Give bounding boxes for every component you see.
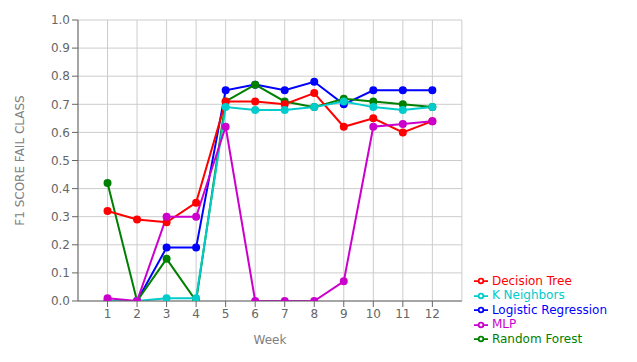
html-text:Logistic Regression: Logistic Regression — [491, 302, 607, 317]
svg-text:3: 3 — [163, 307, 171, 321]
svg-text:11: 11 — [395, 307, 410, 321]
svg-text:8: 8 — [310, 307, 318, 321]
svg-text:5: 5 — [222, 307, 230, 321]
svg-text:0.5: 0.5 — [51, 154, 70, 168]
svg-text:0.6: 0.6 — [51, 126, 70, 140]
svg-text:0.7: 0.7 — [51, 98, 70, 112]
svg-text:0.2: 0.2 — [51, 238, 70, 252]
svg-text:1.0: 1.0 — [51, 13, 70, 27]
svg-text:10: 10 — [366, 307, 381, 321]
svg-text:0.0: 0.0 — [51, 294, 70, 308]
svg-text:6: 6 — [251, 307, 259, 321]
html-text:Decision Tree: Decision Tree — [491, 273, 572, 288]
html-text:K Neighbors: K Neighbors — [491, 288, 565, 302]
svg-text:Week: Week — [254, 333, 287, 347]
svg-text:4: 4 — [192, 307, 200, 321]
svg-text:F1 SCORE FAIL CLASS: F1 SCORE FAIL CLASS — [13, 95, 27, 225]
svg-text:9: 9 — [340, 307, 348, 321]
svg-text:0.4: 0.4 — [51, 182, 70, 196]
svg-text:0.3: 0.3 — [51, 210, 70, 224]
html-text:Random Forest: Random Forest — [491, 331, 583, 346]
svg-text:0.9: 0.9 — [51, 41, 70, 55]
svg-text:0.1: 0.1 — [51, 266, 70, 280]
svg-text:1: 1 — [104, 307, 112, 321]
svg-text:7: 7 — [281, 307, 289, 321]
svg-text:2: 2 — [133, 307, 141, 321]
svg-text:12: 12 — [425, 307, 440, 321]
svg-text:0.8: 0.8 — [51, 69, 70, 83]
html-text:MLP: MLP — [491, 317, 517, 331]
